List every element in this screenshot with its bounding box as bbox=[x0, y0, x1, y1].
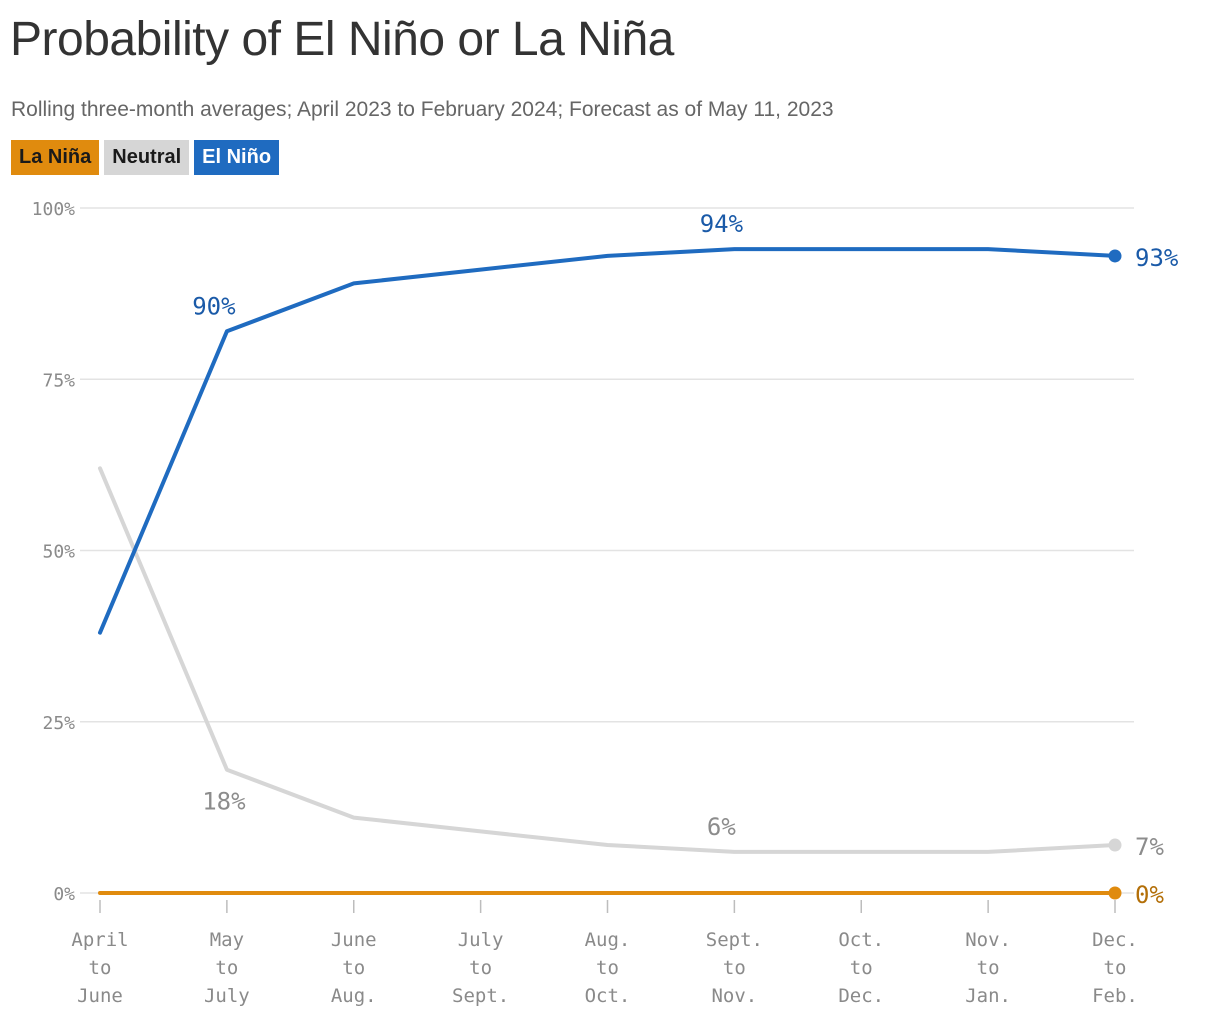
x-tick-label: Sept. to Nov. bbox=[706, 929, 763, 1007]
data-label-neutral: 18% bbox=[202, 788, 246, 816]
x-tick-label: Dec. to Feb. bbox=[1092, 929, 1138, 1007]
end-point-la-nina bbox=[1108, 886, 1122, 900]
series-line-neutral bbox=[98, 466, 1117, 854]
legend-item-neutral: Neutral bbox=[104, 140, 190, 175]
data-label-neutral: 7% bbox=[1135, 833, 1164, 861]
chart-title: Probability of El Niño or La Niña bbox=[10, 13, 674, 66]
x-tick-label: June to Aug. bbox=[331, 929, 377, 1007]
x-tick-label: Nov. to Jan. bbox=[965, 929, 1011, 1007]
x-tick-label: Aug. to Oct. bbox=[585, 929, 631, 1007]
data-label-neutral: 6% bbox=[707, 813, 736, 841]
legend-item-la-nina: La Niña bbox=[11, 140, 100, 175]
chart-subtitle: Rolling three-month averages; April 2023… bbox=[11, 98, 834, 121]
series-line-el-nino bbox=[98, 247, 1117, 635]
y-tick-label: 100% bbox=[32, 199, 76, 220]
data-label-el-nino: 93% bbox=[1135, 244, 1179, 272]
data-label-el-nino: 90% bbox=[192, 292, 236, 320]
x-tick-label: May to July bbox=[204, 929, 250, 1007]
x-tick-label: April to June bbox=[71, 929, 128, 1007]
end-point-neutral bbox=[1108, 838, 1122, 852]
y-tick-label: 25% bbox=[42, 713, 75, 734]
y-tick-label: 75% bbox=[42, 370, 75, 391]
legend-item-el-nino: El Niño bbox=[194, 140, 280, 175]
data-label-la-nina: 0% bbox=[1135, 881, 1164, 909]
y-tick-label: 0% bbox=[53, 884, 75, 905]
x-tick-label: July to Sept. bbox=[452, 929, 509, 1007]
y-tick-label: 50% bbox=[42, 542, 75, 563]
data-label-el-nino: 94% bbox=[700, 210, 744, 238]
x-tick-label: Oct. to Dec. bbox=[838, 929, 884, 1007]
end-point-el-nino bbox=[1108, 249, 1122, 263]
legend: La Niña Neutral El Niño bbox=[11, 140, 280, 175]
